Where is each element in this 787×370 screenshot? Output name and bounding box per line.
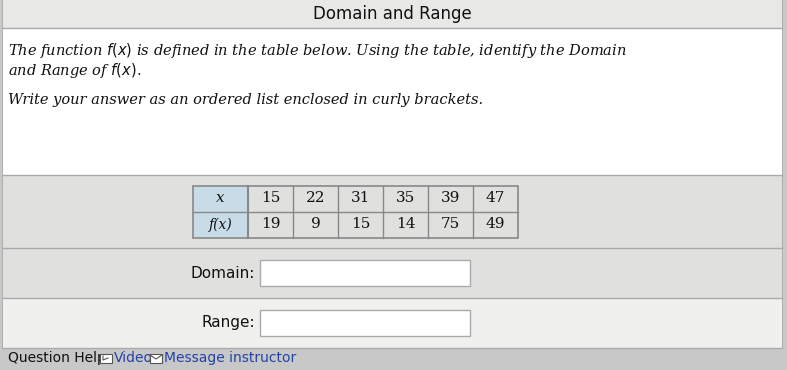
Text: 39: 39	[441, 192, 460, 205]
Text: 22: 22	[306, 192, 325, 205]
Text: 15: 15	[260, 192, 280, 205]
Bar	[3, 248, 782, 298]
Text: Domain:: Domain:	[190, 266, 255, 280]
Text: Video: Video	[114, 351, 153, 365]
Bar	[193, 185, 248, 238]
Bar	[193, 185, 518, 238]
Text: Write your answer as an ordered list enclosed in curly brackets.: Write your answer as an ordered list enc…	[8, 93, 483, 107]
Bar	[260, 310, 470, 336]
Text: Question Help:: Question Help:	[8, 351, 110, 365]
Text: The function $f(x)$ is defined in the table below. Using the table, identify the: The function $f(x)$ is defined in the ta…	[8, 40, 626, 60]
Bar	[3, 175, 782, 248]
Text: and Range of $f(x)$.: and Range of $f(x)$.	[8, 61, 142, 80]
Bar	[3, 0, 782, 28]
Bar	[3, 28, 782, 175]
Text: 9: 9	[311, 218, 320, 232]
Text: 15: 15	[351, 218, 370, 232]
Bar	[260, 260, 470, 286]
Text: 31: 31	[351, 192, 370, 205]
Text: Message instructor: Message instructor	[164, 351, 296, 365]
Text: 19: 19	[260, 218, 280, 232]
Text: 75: 75	[441, 218, 460, 232]
Text: Domain and Range: Domain and Range	[313, 5, 472, 23]
Text: 49: 49	[486, 218, 505, 232]
Text: x: x	[216, 192, 225, 205]
Text: Range:: Range:	[201, 316, 255, 330]
Bar	[100, 354, 112, 363]
Text: 14: 14	[396, 218, 416, 232]
Text: 47: 47	[486, 192, 505, 205]
Bar	[150, 354, 162, 363]
Text: 35: 35	[396, 192, 415, 205]
Text: f(x): f(x)	[209, 217, 232, 232]
Bar	[3, 298, 782, 348]
